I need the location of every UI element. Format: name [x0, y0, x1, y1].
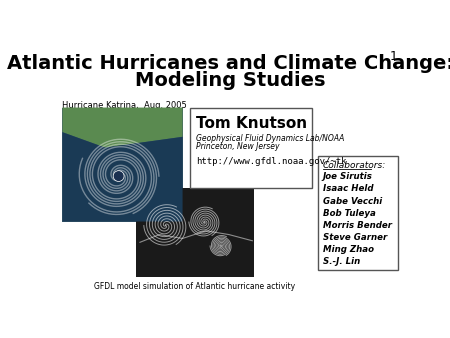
- Polygon shape: [63, 132, 183, 221]
- Text: Atlantic Hurricanes and Climate Change:: Atlantic Hurricanes and Climate Change:: [7, 54, 450, 73]
- Text: Collaborators:: Collaborators:: [323, 162, 386, 170]
- Text: Modeling Studies: Modeling Studies: [135, 71, 326, 90]
- Text: Tom Knutson: Tom Knutson: [196, 116, 307, 131]
- Polygon shape: [63, 107, 183, 148]
- Bar: [63, 107, 183, 221]
- Text: 1: 1: [389, 50, 397, 63]
- Text: Isaac Held: Isaac Held: [323, 185, 374, 193]
- Text: Ming Zhao: Ming Zhao: [323, 245, 374, 254]
- Circle shape: [113, 171, 124, 182]
- FancyBboxPatch shape: [318, 156, 398, 270]
- Text: Steve Garner: Steve Garner: [323, 233, 387, 242]
- Text: http://www.gfdl.noaa.gov/~tk: http://www.gfdl.noaa.gov/~tk: [196, 157, 346, 166]
- Text: Joe Sirutis: Joe Sirutis: [323, 172, 373, 181]
- Text: Princeton, New Jersey: Princeton, New Jersey: [196, 142, 279, 151]
- Text: Gabe Vecchi: Gabe Vecchi: [323, 197, 382, 206]
- Text: Bob Tuleya: Bob Tuleya: [323, 209, 376, 218]
- FancyBboxPatch shape: [189, 108, 312, 188]
- Text: Geophysical Fluid Dynamics Lab/NOAA: Geophysical Fluid Dynamics Lab/NOAA: [196, 134, 344, 143]
- Text: Morris Bender: Morris Bender: [323, 221, 392, 230]
- Text: GFDL model simulation of Atlantic hurricane activity: GFDL model simulation of Atlantic hurric…: [94, 282, 296, 291]
- Bar: [136, 188, 254, 277]
- Text: S.-J. Lin: S.-J. Lin: [323, 258, 360, 266]
- Text: Hurricane Katrina,  Aug. 2005: Hurricane Katrina, Aug. 2005: [63, 101, 187, 110]
